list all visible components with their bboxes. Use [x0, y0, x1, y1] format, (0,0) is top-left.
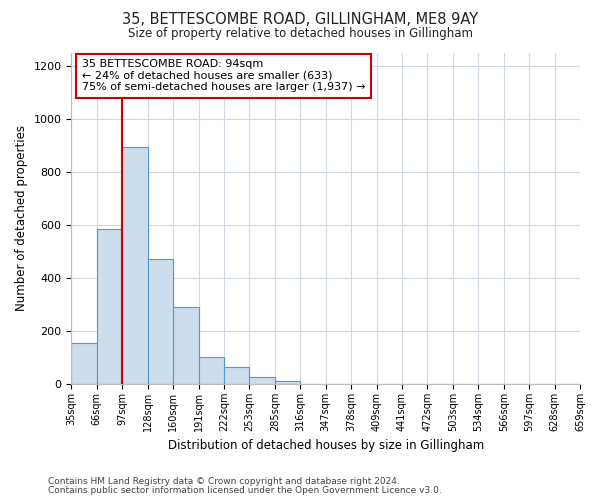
Bar [224, 368, 250, 384]
Y-axis label: Number of detached properties: Number of detached properties [15, 126, 28, 312]
Text: 35 BETTESCOMBE ROAD: 94sqm
← 24% of detached houses are smaller (633)
75% of sem: 35 BETTESCOMBE ROAD: 94sqm ← 24% of deta… [82, 59, 365, 92]
Text: 35, BETTESCOMBE ROAD, GILLINGHAM, ME8 9AY: 35, BETTESCOMBE ROAD, GILLINGHAM, ME8 9A… [122, 12, 478, 28]
Bar [97, 229, 122, 384]
X-axis label: Distribution of detached houses by size in Gillingham: Distribution of detached houses by size … [167, 440, 484, 452]
Bar [199, 356, 224, 384]
Bar [148, 260, 173, 384]
Bar [250, 377, 275, 384]
Text: Size of property relative to detached houses in Gillingham: Size of property relative to detached ho… [128, 27, 473, 40]
Bar [122, 146, 148, 384]
Text: Contains public sector information licensed under the Open Government Licence v3: Contains public sector information licen… [48, 486, 442, 495]
Bar [71, 343, 97, 384]
Bar [173, 307, 199, 384]
Text: Contains HM Land Registry data © Crown copyright and database right 2024.: Contains HM Land Registry data © Crown c… [48, 477, 400, 486]
Bar [275, 381, 300, 384]
